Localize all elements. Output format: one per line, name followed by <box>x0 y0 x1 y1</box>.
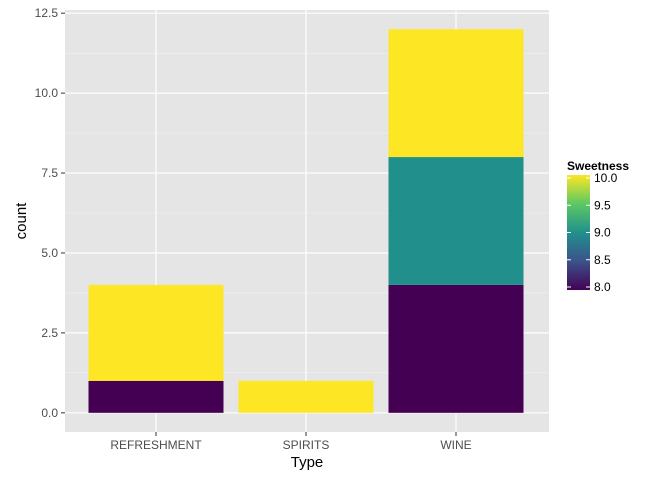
y-tick-label: 2.5 <box>41 326 58 340</box>
bar-stacks <box>88 29 524 413</box>
y-tick-label: 10.0 <box>35 86 59 100</box>
legend-tick-label: 9.0 <box>594 226 611 240</box>
bar-segment-wine <box>388 29 524 158</box>
bar-segment-refreshment <box>88 380 224 413</box>
y-tick-label: 5.0 <box>41 246 58 260</box>
y-tick-label: 7.5 <box>41 166 58 180</box>
bar-segment-spirits <box>238 380 374 413</box>
x-axis: REFRESHMENT SPIRITS WINE <box>110 432 472 452</box>
x-tick-label: SPIRITS <box>283 438 330 452</box>
bar-segment-wine <box>388 157 524 285</box>
bar-segment-wine <box>388 284 524 413</box>
y-tick-label: 12.5 <box>35 6 59 20</box>
y-tick-label: 0.0 <box>41 406 58 420</box>
legend-tick-label: 8.5 <box>594 253 611 267</box>
legend-ticks: 8.0 8.5 9.0 9.5 10.0 <box>567 171 618 294</box>
legend-tick-label: 10.0 <box>594 171 618 185</box>
y-axis-title: count <box>13 202 30 240</box>
legend-tick-label: 8.0 <box>594 280 611 294</box>
legend: Sweetness 8.0 8.5 9.0 9.5 10.0 <box>567 159 629 294</box>
bar-segment-refreshment <box>88 284 224 381</box>
x-tick-label: WINE <box>440 438 471 452</box>
x-tick-label: REFRESHMENT <box>110 438 202 452</box>
y-axis: 0.0 2.5 5.0 7.5 10.0 12.5 <box>35 6 65 420</box>
legend-tick-label: 9.5 <box>594 198 611 212</box>
x-axis-title: Type <box>291 454 324 471</box>
legend-title: Sweetness <box>567 159 629 173</box>
legend-colorbar <box>567 175 590 290</box>
